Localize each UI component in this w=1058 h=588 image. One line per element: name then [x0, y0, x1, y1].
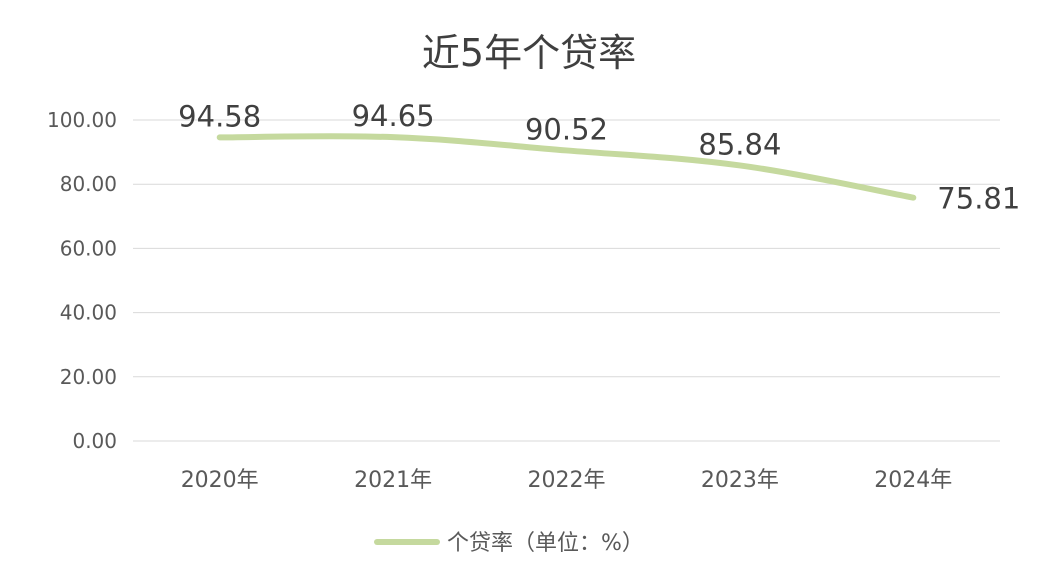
x-tick-label: 2023年 [701, 468, 779, 493]
y-tick-label: 40.00 [60, 301, 117, 325]
legend-label: 个贷率（单位：%） [447, 531, 644, 556]
data-label: 90.52 [525, 112, 608, 146]
y-tick-label: 20.00 [60, 365, 117, 389]
x-tick-label: 2020年 [181, 468, 259, 493]
series-line [216, 133, 917, 201]
data-label: 85.84 [698, 127, 781, 161]
y-axis-ticks: 0.00 20.00 40.00 60.00 80.00 100.00 [47, 108, 117, 453]
chart-title: 近5年个贷率 [422, 31, 636, 75]
x-tick-label: 2022年 [528, 468, 606, 493]
data-label: 94.65 [352, 99, 435, 133]
data-labels: 94.58 94.65 90.52 85.84 75.81 [178, 99, 1020, 215]
y-tick-label: 60.00 [60, 236, 117, 260]
x-tick-label: 2021年 [354, 468, 432, 493]
gridlines [133, 119, 1000, 442]
x-axis-ticks: 2020年 2021年 2022年 2023年 2024年 [181, 468, 953, 493]
y-tick-label: 0.00 [72, 429, 117, 453]
y-tick-label: 80.00 [60, 172, 117, 196]
data-label: 94.58 [178, 99, 261, 133]
x-tick-label: 2024年 [874, 468, 952, 493]
series-layer [216, 133, 917, 201]
legend: 个贷率（单位：%） [374, 531, 644, 556]
data-label: 75.81 [937, 182, 1020, 216]
y-tick-label: 100.00 [47, 108, 117, 132]
